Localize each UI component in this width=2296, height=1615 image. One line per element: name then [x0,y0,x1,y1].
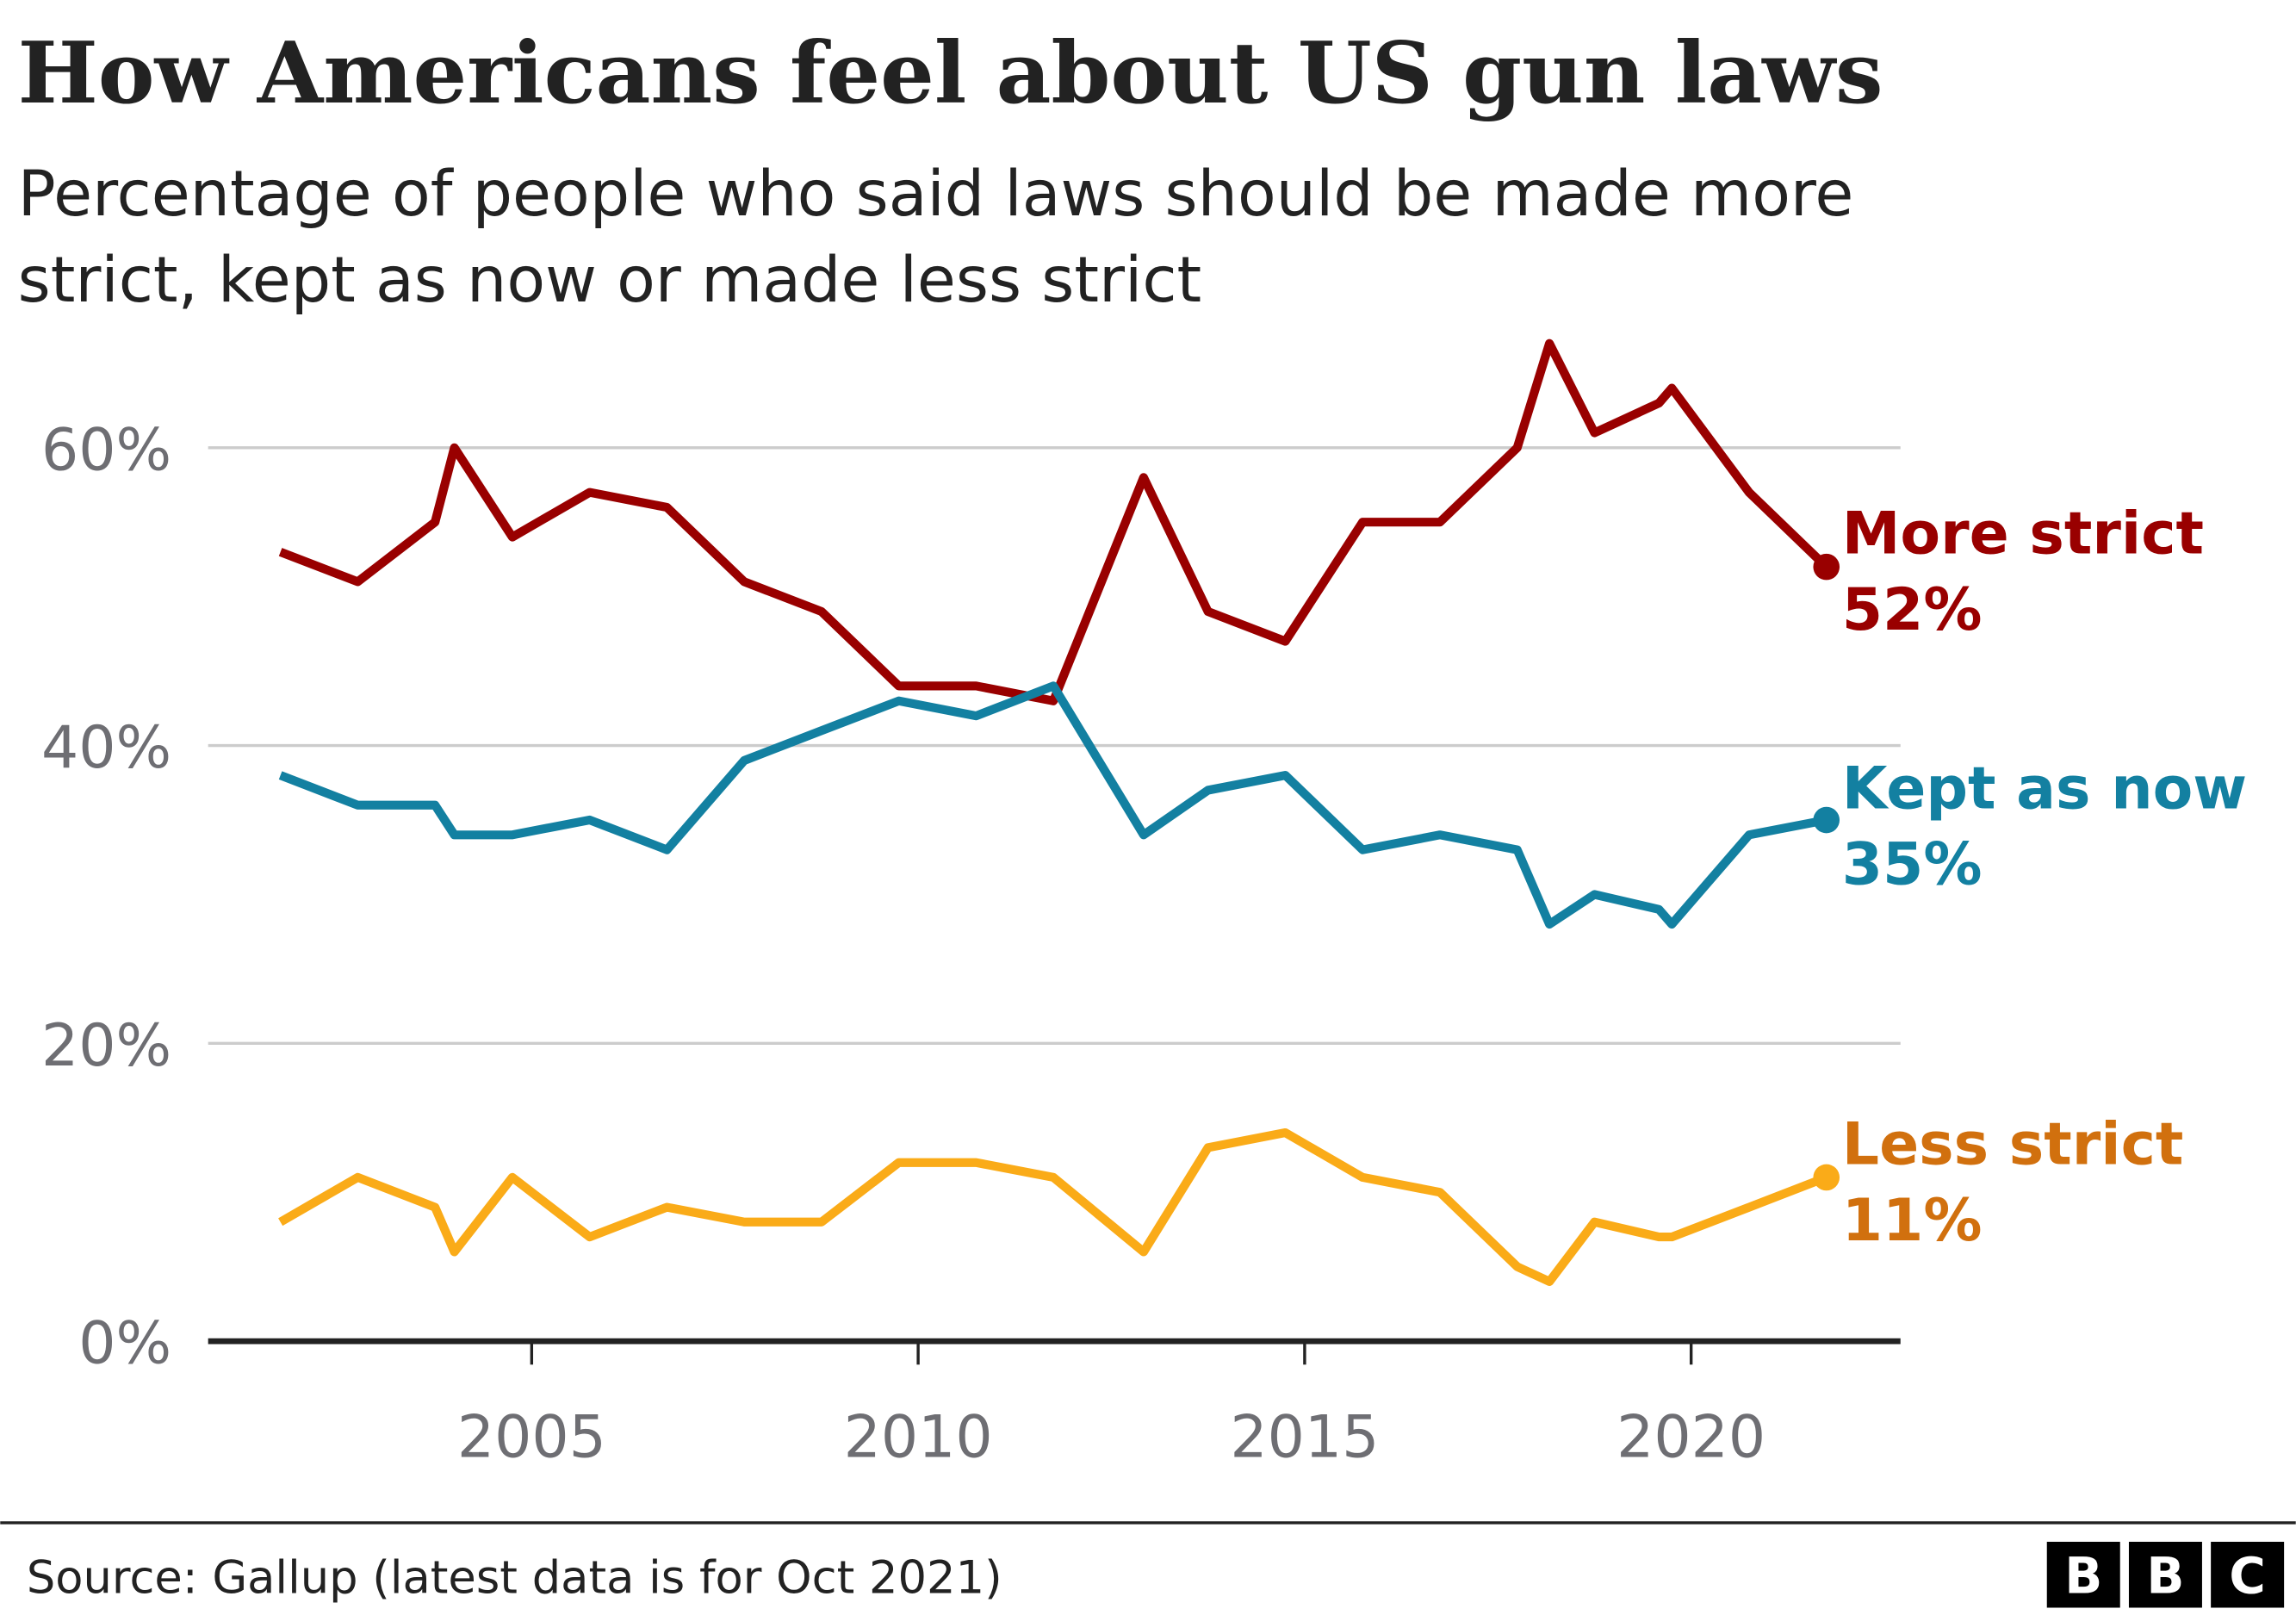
svg-text:B: B [2146,1547,2184,1606]
chart-title: How Americans feel about US gun laws [18,23,1883,123]
series-line-more-strict [278,339,1830,705]
y-axis: 0% 20% 40% 60% [41,416,171,1377]
series-lines [278,339,1840,1287]
x-tick-label: 2010 [844,1403,993,1471]
source-note: Source: Gallup (latest data is for Oct 2… [27,1552,1002,1605]
series-value-less-strict: 11% [1842,1187,1983,1255]
subtitle-line-1: Percentage of people who said laws shoul… [18,158,1854,231]
series-value-more-strict: 52% [1842,576,1983,644]
bbc-logo: B B C [2046,1542,2285,1608]
series-labels: More strict 52% Kept as now 35% Less strict 1… [1842,500,2247,1255]
series-line-less-strict [278,1127,1828,1287]
y-tick-label: 40% [41,714,171,782]
x-tick-label: 2020 [1617,1403,1765,1471]
y-tick-label: 60% [41,416,171,484]
end-marker-more-strict [1813,553,1840,581]
y-tick-label: 20% [41,1012,171,1080]
gridlines [208,446,1901,1046]
x-tick-label: 2005 [457,1403,606,1471]
series-line-kept-as-now [278,681,1827,929]
x-axis: 2005 2010 2015 2020 [208,1338,1901,1471]
series-label-more-strict: More strict [1842,500,2204,568]
svg-text:C: C [2229,1547,2265,1606]
series-label-kept-as-now: Kept as now [1842,755,2247,823]
end-marker-kept-as-now [1813,806,1840,834]
y-tick-label: 0% [78,1310,171,1378]
svg-text:B: B [2064,1547,2102,1606]
series-value-kept-as-now: 35% [1842,831,1983,899]
x-tick-label: 2015 [1230,1403,1379,1471]
subtitle-line-2: strict, kept as now or made less strict [18,244,1201,317]
series-label-less-strict: Less strict [1842,1110,2184,1178]
end-marker-less-strict [1813,1164,1840,1191]
